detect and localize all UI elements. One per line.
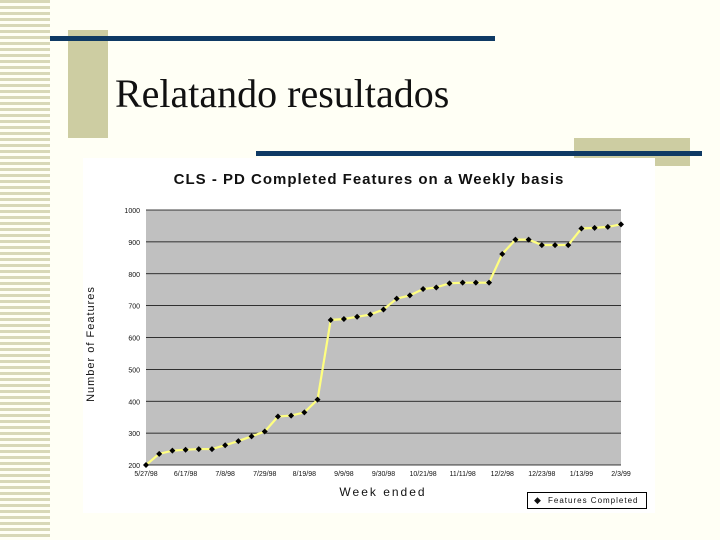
y-tick-label: 300 [128,431,140,438]
data-point [499,250,506,257]
data-point [512,236,519,243]
data-point [143,462,149,468]
legend-marker-icon: ◆ [534,495,542,505]
data-point [486,279,493,286]
x-tick-label: 12/23/98 [528,471,555,478]
data-point [604,223,611,230]
x-tick-label: 6/17/98 [174,471,197,478]
x-tick-label: 8/19/98 [293,471,316,478]
y-tick-label: 600 [128,336,140,343]
data-point [327,316,334,323]
chart-panel: CLS - PD Completed Features on a Weekly … [83,158,655,513]
data-point [618,221,624,228]
data-point [340,316,347,323]
legend-label: Features Completed [548,496,639,505]
data-point [156,450,163,457]
x-tick-label: 9/30/98 [372,471,395,478]
x-axis-label: Week ended [339,485,427,499]
data-point [459,279,466,286]
data-point [525,236,532,243]
data-point [261,428,268,435]
y-tick-label: 200 [128,463,140,470]
x-tick-label: 1/13/99 [570,471,593,478]
data-point [433,284,440,291]
chart-title: CLS - PD Completed Features on a Weekly … [173,171,565,188]
data-point [578,225,585,232]
data-point [235,438,242,445]
data-point [288,412,295,419]
y-tick-label: 500 [128,367,140,374]
data-point [314,396,321,403]
data-point [538,242,545,249]
data-point [195,446,202,453]
data-point [169,447,176,454]
data-point [446,280,453,287]
data-point [420,286,427,293]
y-tick-label: 1000 [124,208,140,215]
y-tick-label: 900 [128,240,140,247]
y-tick-label: 800 [128,272,140,279]
data-point [248,433,255,440]
x-tick-label: 7/8/98 [215,471,235,478]
data-point [393,295,400,302]
data-point [208,446,215,453]
chart-legend: ◆ Features Completed [527,492,647,509]
x-tick-label: 7/29/98 [253,471,276,478]
title-rule-bottom [256,151,702,156]
x-tick-label: 5/27/98 [134,471,157,478]
y-tick-label: 400 [128,399,140,406]
data-point [591,224,598,231]
data-point [552,242,559,249]
slide-title: Relatando resultados [115,71,450,116]
data-point [301,409,308,416]
decorative-stripes [0,0,50,540]
data-point [472,279,479,286]
data-point [367,311,374,318]
title-rule-top [50,36,495,41]
y-tick-label: 700 [128,304,140,311]
data-point [565,242,572,249]
data-point [406,292,413,299]
data-point [380,306,387,313]
data-point [182,446,189,453]
x-tick-label: 9/9/98 [334,471,354,478]
x-tick-label: 10/21/98 [409,471,436,478]
data-point [274,413,281,420]
data-point [222,442,229,449]
decorative-square-left [68,30,108,138]
line-chart: 200 300 400 500 600 700 800 900 1000 5/27/98 6/17/… [124,208,631,478]
x-tick-label: 2/3/99 [611,471,631,478]
data-point [354,313,361,320]
x-tick-label: 11/11/98 [450,471,476,478]
x-tick-label: 12/2/98 [491,471,514,478]
